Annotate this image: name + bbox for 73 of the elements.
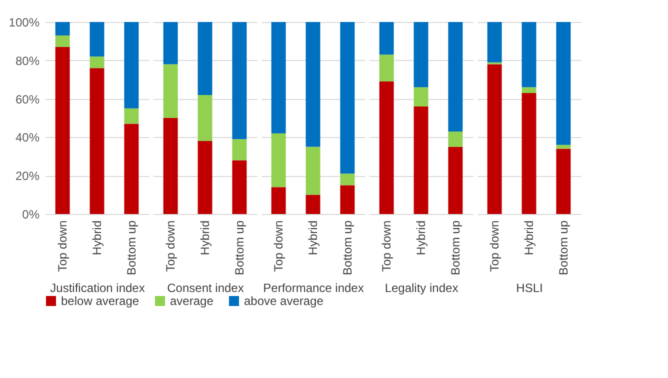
x-tick-label: Hybrid <box>90 220 104 256</box>
bar <box>414 106 428 214</box>
x-axis-title: Performance index <box>263 281 364 296</box>
bar <box>198 141 212 214</box>
bar <box>340 174 355 186</box>
bar <box>306 146 320 195</box>
bar <box>340 22 355 174</box>
bar <box>90 56 104 68</box>
x-axis-title: Legality index <box>384 281 458 296</box>
y-tick-label: 80% <box>15 54 40 68</box>
bar <box>522 93 536 214</box>
bar <box>448 131 463 147</box>
x-tick-label: Top down <box>56 220 70 272</box>
bar <box>379 22 394 55</box>
bar <box>232 22 247 140</box>
x-tick-label: Hybrid <box>522 220 536 256</box>
bar <box>556 22 571 145</box>
bar <box>487 64 502 214</box>
bar <box>522 22 536 88</box>
legend-label: below average <box>61 294 140 308</box>
bar <box>271 133 286 188</box>
x-tick-label: Bottom up <box>340 220 354 276</box>
bar <box>124 124 139 214</box>
bar <box>163 118 178 214</box>
bar <box>271 22 286 134</box>
bar <box>414 22 428 88</box>
x-axis-title: HSLI <box>516 281 543 296</box>
bar <box>198 22 212 95</box>
x-tick-label: Bottom up <box>448 220 462 276</box>
x-axis-title: Consent index <box>167 281 244 296</box>
x-tick-label: Bottom up <box>556 220 570 276</box>
bar <box>124 108 139 124</box>
x-tick-label: Bottom up <box>124 220 138 276</box>
bar <box>163 64 178 118</box>
x-tick-label: Top down <box>272 220 286 272</box>
y-tick-label: 20% <box>15 169 40 184</box>
y-tick-label: 0% <box>22 208 40 222</box>
y-tick-label: 40% <box>15 130 40 145</box>
bar <box>556 144 571 149</box>
legend-label: average <box>170 294 214 308</box>
bar <box>379 82 394 214</box>
x-tick-label: Top down <box>380 220 394 272</box>
bar <box>90 68 104 214</box>
x-tick-label: Bottom up <box>232 220 246 276</box>
bar <box>522 87 536 94</box>
bar <box>448 22 463 132</box>
bar <box>198 94 212 142</box>
x-tick-label: Hybrid <box>306 220 320 256</box>
bar <box>556 148 571 214</box>
legend-label: above average <box>244 294 324 308</box>
bar <box>55 46 70 214</box>
bar <box>379 54 394 82</box>
bar <box>55 35 70 47</box>
bar <box>232 160 247 214</box>
y-tick-label: 100% <box>8 16 40 30</box>
bar <box>340 185 355 214</box>
y-tick-label: 60% <box>15 92 40 106</box>
x-tick-label: Top down <box>488 220 502 272</box>
bar <box>124 22 139 108</box>
bar <box>163 22 178 64</box>
x-tick-label: Hybrid <box>414 220 428 256</box>
x-axis-title: Justification index <box>50 281 145 296</box>
bar <box>271 187 286 214</box>
bar <box>232 139 247 160</box>
x-tick-label: Top down <box>164 220 178 272</box>
x-tick-label: Hybrid <box>198 220 212 256</box>
bar <box>90 22 104 57</box>
bar <box>487 22 502 62</box>
bar <box>448 146 463 214</box>
bar <box>55 22 70 36</box>
bar <box>414 87 428 106</box>
bar <box>306 22 320 147</box>
bar <box>306 194 320 214</box>
